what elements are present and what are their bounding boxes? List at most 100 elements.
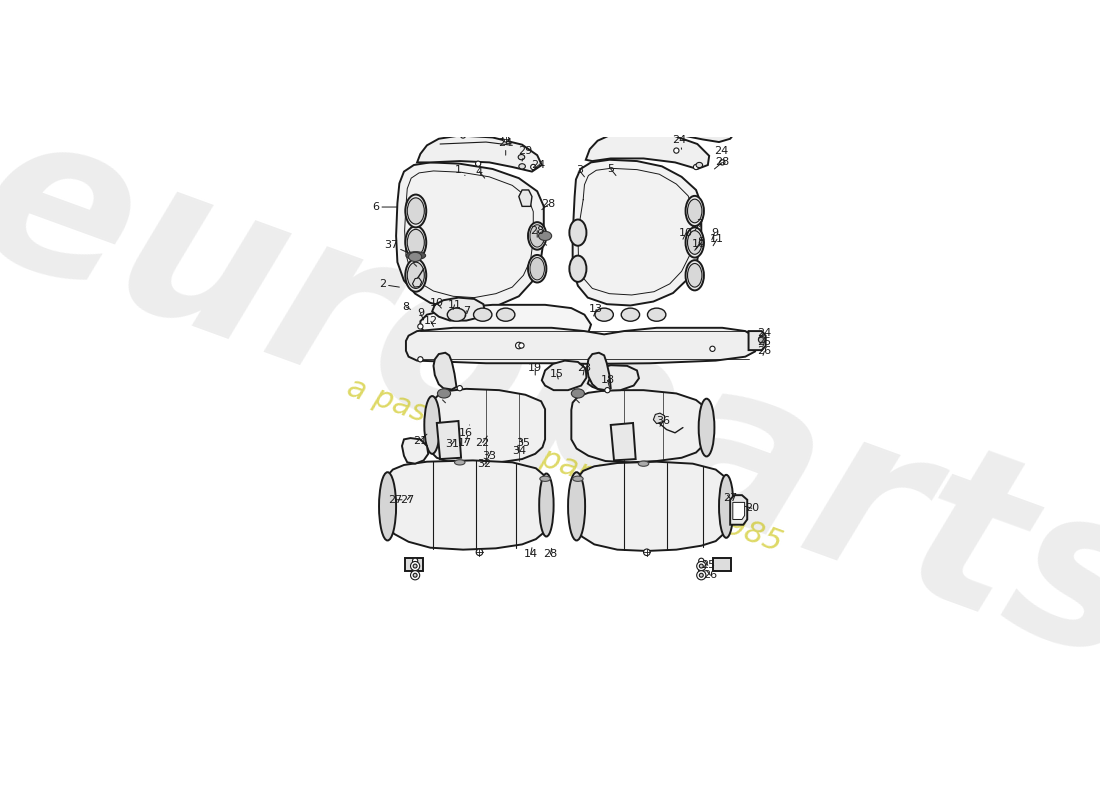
Polygon shape	[437, 421, 461, 459]
Polygon shape	[432, 298, 485, 321]
Text: 19: 19	[528, 363, 542, 375]
Text: 29: 29	[518, 146, 532, 161]
Ellipse shape	[540, 476, 550, 482]
Text: 7: 7	[463, 306, 470, 316]
Circle shape	[414, 574, 417, 578]
Polygon shape	[386, 460, 547, 550]
Text: 27: 27	[388, 494, 403, 505]
Circle shape	[414, 564, 417, 568]
Text: 25: 25	[701, 561, 715, 570]
Polygon shape	[653, 413, 664, 424]
Ellipse shape	[519, 164, 526, 169]
Ellipse shape	[379, 472, 396, 541]
Circle shape	[719, 160, 725, 165]
Text: 27: 27	[723, 494, 737, 503]
Text: 16: 16	[460, 425, 473, 438]
Ellipse shape	[405, 259, 427, 292]
Text: 6: 6	[372, 202, 397, 212]
Polygon shape	[433, 353, 456, 390]
Ellipse shape	[496, 308, 515, 322]
Polygon shape	[519, 190, 532, 206]
Circle shape	[476, 549, 483, 555]
Ellipse shape	[570, 255, 586, 282]
Polygon shape	[667, 114, 736, 142]
Text: 26: 26	[757, 346, 771, 357]
Ellipse shape	[688, 230, 702, 254]
Polygon shape	[542, 361, 586, 390]
Ellipse shape	[638, 461, 649, 466]
Text: 26: 26	[703, 570, 717, 580]
Ellipse shape	[570, 219, 586, 246]
Circle shape	[519, 343, 524, 348]
Polygon shape	[713, 558, 732, 570]
Text: 2: 2	[378, 279, 399, 290]
Circle shape	[696, 562, 706, 570]
Text: 11: 11	[448, 300, 462, 310]
Text: 33: 33	[482, 450, 496, 461]
Ellipse shape	[448, 308, 465, 322]
Ellipse shape	[408, 252, 421, 262]
Ellipse shape	[407, 262, 425, 289]
Ellipse shape	[518, 154, 525, 160]
Circle shape	[706, 128, 713, 134]
Ellipse shape	[539, 474, 553, 537]
Ellipse shape	[405, 194, 427, 227]
Text: 10: 10	[430, 298, 443, 308]
Circle shape	[758, 336, 764, 343]
Ellipse shape	[407, 230, 425, 255]
Polygon shape	[573, 160, 702, 306]
Text: europarts: europarts	[0, 90, 1100, 710]
Circle shape	[461, 133, 465, 138]
Ellipse shape	[473, 308, 492, 322]
Text: 27: 27	[400, 494, 415, 505]
Text: 28: 28	[530, 226, 544, 238]
Circle shape	[710, 346, 715, 351]
Polygon shape	[428, 389, 546, 464]
Text: 9: 9	[711, 228, 718, 240]
Polygon shape	[587, 366, 639, 391]
Text: 10: 10	[692, 238, 706, 250]
Ellipse shape	[648, 308, 666, 322]
Circle shape	[698, 558, 704, 563]
Polygon shape	[406, 328, 757, 364]
Circle shape	[412, 568, 418, 574]
Text: 13: 13	[590, 305, 603, 316]
Polygon shape	[576, 462, 726, 551]
Polygon shape	[408, 255, 424, 257]
Text: 28: 28	[541, 199, 556, 210]
Circle shape	[412, 558, 418, 563]
Text: 1: 1	[455, 166, 465, 175]
Text: 25: 25	[757, 338, 771, 347]
Polygon shape	[412, 278, 421, 287]
Ellipse shape	[454, 460, 465, 465]
Ellipse shape	[688, 199, 702, 222]
Circle shape	[418, 324, 424, 329]
Text: 32: 32	[477, 459, 492, 470]
Ellipse shape	[696, 162, 703, 168]
Circle shape	[458, 386, 462, 391]
Circle shape	[700, 564, 703, 568]
Circle shape	[644, 549, 650, 555]
Circle shape	[503, 135, 509, 142]
Text: 23: 23	[578, 363, 592, 375]
Ellipse shape	[405, 226, 427, 259]
Ellipse shape	[528, 222, 547, 250]
Polygon shape	[402, 438, 428, 464]
Ellipse shape	[595, 308, 614, 322]
Ellipse shape	[406, 252, 426, 259]
Text: 24: 24	[531, 160, 546, 171]
Ellipse shape	[685, 196, 704, 226]
Text: 24: 24	[714, 146, 728, 158]
Text: 22: 22	[475, 436, 490, 448]
Text: 37: 37	[384, 240, 407, 252]
Polygon shape	[610, 423, 636, 460]
Polygon shape	[733, 502, 745, 519]
Ellipse shape	[568, 472, 585, 541]
Text: 3: 3	[575, 166, 584, 177]
Polygon shape	[586, 132, 710, 169]
Text: 18: 18	[601, 375, 615, 387]
Text: 28: 28	[714, 158, 729, 169]
Ellipse shape	[685, 227, 704, 258]
Circle shape	[418, 357, 424, 362]
Text: 8: 8	[696, 238, 705, 249]
